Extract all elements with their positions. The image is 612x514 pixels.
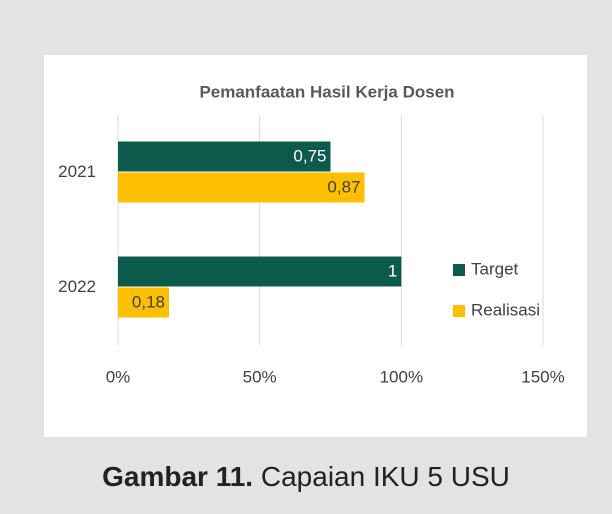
legend-label: Realisasi	[471, 300, 540, 319]
x-tick-label: 0%	[106, 367, 131, 386]
caption-label: Gambar 11.	[102, 461, 253, 492]
bar	[118, 256, 402, 287]
data-label: 0,87	[327, 177, 360, 196]
x-tick-label: 150%	[521, 367, 564, 386]
x-tick-label: 100%	[380, 367, 423, 386]
data-label: 0,75	[293, 146, 326, 165]
data-label: 0,18	[132, 292, 165, 311]
y-tick-label: 2022	[58, 277, 96, 296]
legend-swatch	[453, 264, 465, 276]
data-label: 1	[388, 261, 397, 280]
caption: Gambar 11. Capaian IKU 5 USU	[102, 461, 510, 492]
legend-swatch	[453, 305, 465, 317]
x-tick-label: 50%	[243, 367, 277, 386]
y-tick-label: 2021	[58, 162, 96, 181]
chart-title: Pemanfaatan Hasil Kerja Dosen	[199, 82, 454, 101]
bar	[118, 287, 169, 318]
caption-text: Capaian IKU 5 USU	[261, 461, 510, 492]
bar	[118, 141, 331, 172]
chart-area	[44, 55, 587, 437]
legend-label: Target	[471, 259, 519, 278]
bar	[118, 172, 365, 203]
